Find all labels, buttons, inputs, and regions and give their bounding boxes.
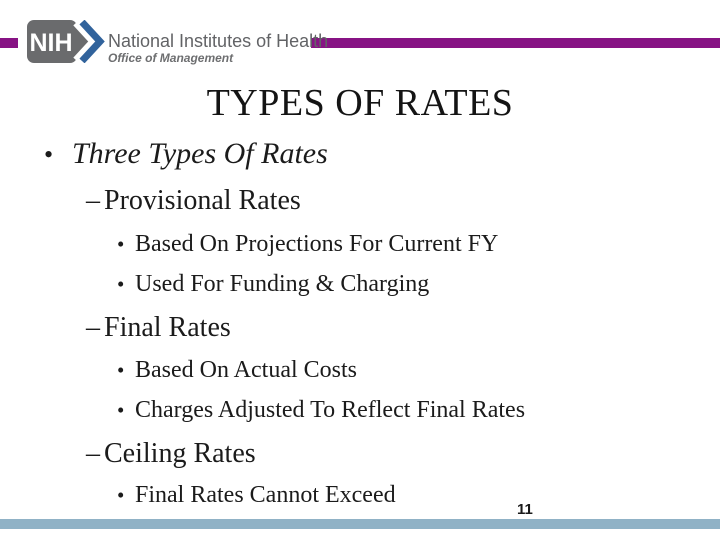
bullet-text: Final Rates Cannot Exceed bbox=[135, 482, 396, 508]
bullet-item-ceiling-rates: – Ceiling Rates bbox=[86, 438, 256, 470]
bullet-marker: • bbox=[44, 140, 54, 169]
bullet-item-three-types: • Three Types Of Rates bbox=[44, 137, 328, 170]
bullet-text: Three Types Of Rates bbox=[72, 137, 328, 170]
slide-title: TYPES OF RATES bbox=[206, 82, 514, 124]
bullet-item-actual-costs: • Based On Actual Costs bbox=[117, 357, 357, 383]
bullet-item-provisional-rates: – Provisional Rates bbox=[86, 185, 301, 217]
footer-bar bbox=[0, 519, 720, 529]
nih-logo-shape bbox=[27, 20, 105, 63]
bullet-item-projections: • Based On Projections For Current FY bbox=[117, 231, 498, 257]
bullet-marker: • bbox=[117, 232, 125, 256]
header-accent-bar-right bbox=[311, 38, 720, 48]
bullet-marker: • bbox=[117, 358, 125, 382]
bullet-text: Based On Projections For Current FY bbox=[135, 231, 499, 257]
bullet-text: Ceiling Rates bbox=[104, 438, 256, 469]
bullet-marker: • bbox=[117, 483, 125, 507]
dash-marker: – bbox=[86, 312, 100, 343]
bullet-text: Based On Actual Costs bbox=[135, 357, 357, 383]
page-number: 11 bbox=[517, 501, 533, 518]
bullet-item-charges-adjusted: • Charges Adjusted To Reflect Final Rates bbox=[117, 397, 525, 423]
header-accent-bar-left bbox=[0, 38, 18, 48]
bullet-text: Provisional Rates bbox=[104, 185, 301, 216]
org-name: National Institutes of Health bbox=[108, 31, 329, 51]
dash-marker: – bbox=[86, 185, 100, 216]
bullet-item-cannot-exceed: • Final Rates Cannot Exceed bbox=[117, 482, 396, 508]
org-subtitle: Office of Management bbox=[108, 51, 234, 65]
bullet-text: Charges Adjusted To Reflect Final Rates bbox=[135, 397, 526, 423]
bullet-text: Final Rates bbox=[104, 312, 231, 343]
bullet-marker: • bbox=[117, 272, 125, 296]
dash-marker: – bbox=[86, 438, 100, 469]
nih-logo: NIH bbox=[27, 20, 105, 63]
bullet-item-funding-charging: • Used For Funding & Charging bbox=[117, 271, 429, 297]
nih-logo-text: NIH bbox=[29, 29, 72, 57]
bullet-text: Used For Funding & Charging bbox=[135, 271, 430, 297]
bullet-marker: • bbox=[117, 398, 125, 422]
bullet-item-final-rates: – Final Rates bbox=[86, 312, 231, 344]
